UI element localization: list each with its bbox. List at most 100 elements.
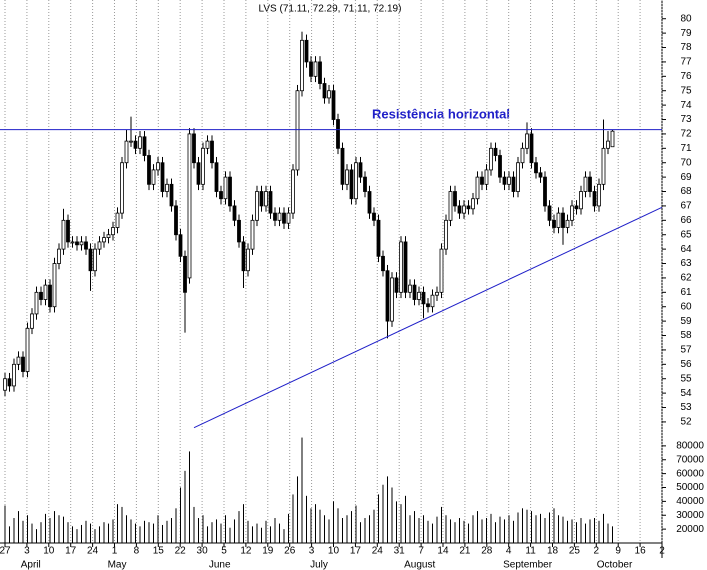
y-tick-label: 61 [680,287,692,298]
x-tick-label: 2 [659,546,665,557]
volume-bar [607,523,609,543]
volume-bar [454,522,456,543]
volume-bar [8,526,10,543]
candle-body [565,219,570,228]
volume-bar [125,515,127,543]
volume-bar [494,522,496,543]
month-label: October [597,560,633,570]
volume-bar [188,451,190,543]
candle-body [430,294,435,308]
candle-body [273,212,277,221]
candle-body [52,263,57,308]
volume-bar [526,509,528,543]
x-tick-label: 17 [65,546,77,557]
y-tick-label: 63 [680,258,692,269]
volume-bar [571,519,573,543]
candle-body [489,147,493,171]
volume-bar [341,518,343,543]
candle-body [147,155,151,185]
volume-bar [229,527,231,543]
volume-bar [589,519,591,543]
volume-bar [503,519,505,543]
x-tick-label: 14 [437,546,449,557]
candle-body [232,205,237,221]
x-tick-label: 18 [547,546,559,557]
candle-body [426,303,430,308]
annotation: Resistência horizontal [372,106,510,121]
volume-bar [121,506,123,543]
candle-body [390,277,394,322]
y-tick-label: 76 [680,71,692,82]
candle-body [79,241,84,246]
volume-bar [373,509,375,543]
candle-body [358,162,363,178]
x-tick-label: 21 [459,546,471,557]
volume-bar [269,526,271,543]
volume-bar [359,522,361,543]
candle-body [322,83,327,99]
candle-body [471,198,475,210]
candle-body [597,183,601,207]
volume-bar [404,495,406,543]
candle-body [300,39,304,92]
volume-bar [386,476,388,543]
candle-body [210,140,214,164]
volume-bar [355,505,357,543]
y-tick-label: 54 [680,388,692,399]
candle-body [214,162,219,192]
volume-bar [107,523,109,543]
candle-body [466,205,471,210]
candle-body [295,90,300,171]
candle-body [246,248,250,272]
y-tick-label: 78 [680,42,692,53]
volume-bar [391,487,393,543]
volume-bar [193,506,195,543]
volume-bar [260,527,262,543]
volume-bar [431,523,433,543]
volume-tick-label: 70000 [676,454,704,465]
y-tick-label: 74 [680,100,692,111]
candle-body [151,169,156,185]
volume-bar [53,511,55,543]
candle-body [534,162,538,174]
volume-bar [310,508,312,543]
candle-body [336,119,340,149]
volume-bar [598,520,600,543]
candle-body [570,205,574,221]
candle-body [25,327,30,372]
candle-body [354,162,358,200]
month-label: May [108,560,127,570]
candle-body [493,147,498,156]
y-tick-label: 62 [680,273,692,284]
candle-body [529,133,534,164]
y-tick-label: 66 [680,215,692,226]
candle-body [556,212,561,228]
volume-bar [26,515,28,543]
candle-body [111,227,115,236]
candle-body [408,284,412,293]
candle-body [511,176,516,192]
y-tick-label: 67 [680,201,692,212]
candle-body [304,39,309,63]
candle-body [39,291,43,300]
candle-body [453,191,457,207]
volume-bar [566,520,568,543]
volume-bar [602,513,604,543]
candle-body [340,147,345,185]
candle-body [30,313,34,329]
y-tick-label: 69 [680,172,692,183]
y-tick-label: 57 [680,345,692,356]
x-tick-label: 3 [309,546,315,557]
volume-bar [265,520,267,543]
volume-bar [440,506,442,543]
x-tick-label: 22 [175,546,187,557]
volume-tick-label: 50000 [676,482,704,493]
y-tick-label: 72 [680,129,692,140]
candle-body [507,176,511,185]
candle-body [264,191,268,207]
x-tick-label: 26 [284,546,296,557]
volume-bar [395,501,397,543]
volume-tick-label: 40000 [676,496,704,507]
candle-body [574,205,579,210]
candle-body [484,169,489,185]
